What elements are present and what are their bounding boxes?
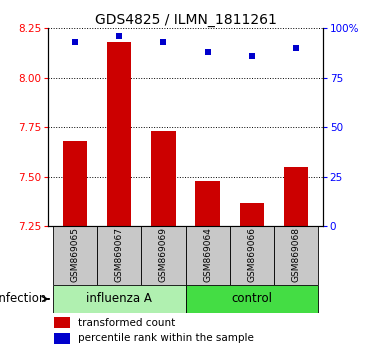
Text: control: control	[232, 292, 272, 306]
Text: GSM869069: GSM869069	[159, 227, 168, 282]
Bar	[186, 226, 230, 285]
Bar	[54, 333, 70, 343]
Point	[116, 33, 122, 39]
Point	[160, 39, 166, 45]
Bar	[107, 42, 131, 226]
Text: GSM869065: GSM869065	[70, 227, 79, 282]
Text: GSM869066: GSM869066	[247, 227, 256, 282]
Point	[249, 53, 255, 59]
Bar	[240, 202, 264, 226]
Bar	[284, 167, 308, 226]
Text: GSM869067: GSM869067	[115, 227, 124, 282]
Point	[293, 45, 299, 51]
Bar	[53, 285, 185, 313]
Bar	[54, 317, 70, 328]
Bar	[274, 226, 318, 285]
Point	[72, 39, 78, 45]
Bar	[53, 226, 97, 285]
Text: infection: infection	[0, 292, 47, 306]
Bar	[151, 131, 175, 226]
Text: GSM869068: GSM869068	[292, 227, 301, 282]
Bar	[63, 141, 87, 226]
Text: influenza A: influenza A	[86, 292, 152, 306]
Text: transformed count: transformed count	[78, 318, 176, 328]
Point	[205, 49, 211, 55]
Bar	[141, 226, 186, 285]
Bar	[97, 226, 141, 285]
Text: GSM869064: GSM869064	[203, 227, 212, 282]
Bar	[196, 181, 220, 226]
Bar	[230, 226, 274, 285]
Bar	[186, 285, 318, 313]
Title: GDS4825 / ILMN_1811261: GDS4825 / ILMN_1811261	[95, 13, 276, 27]
Text: percentile rank within the sample: percentile rank within the sample	[78, 333, 254, 343]
